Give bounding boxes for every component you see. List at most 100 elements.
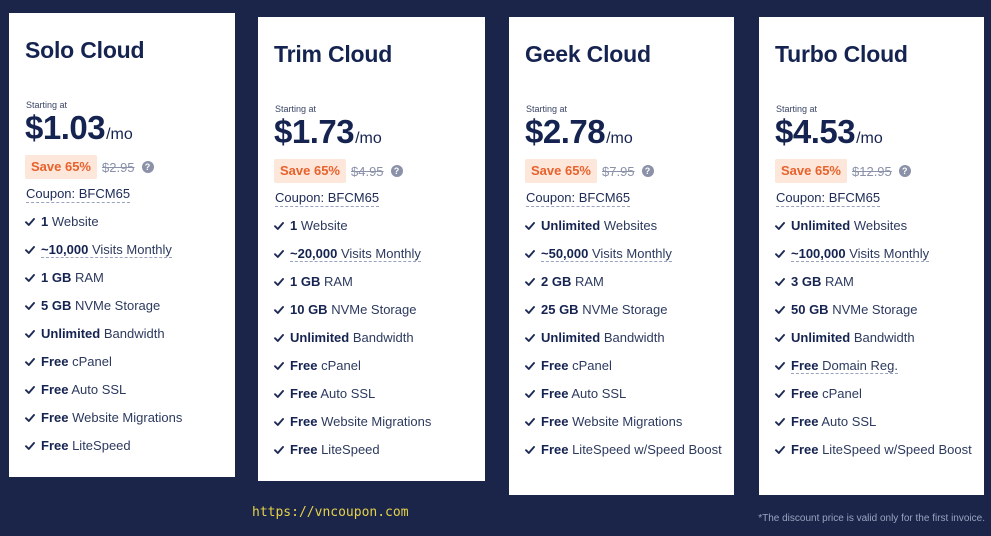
savings-row: Save 65% $2.95? bbox=[25, 155, 154, 179]
feature-text[interactable]: ~10,000 Visits Monthly bbox=[41, 242, 172, 258]
feature-text: Free LiteSpeed w/Speed Boost bbox=[541, 442, 722, 457]
feature-description: Visits Monthly bbox=[588, 246, 672, 261]
feature-highlight: Free bbox=[791, 386, 819, 401]
feature-highlight: ~100,000 bbox=[791, 246, 846, 261]
feature-text: 1 GB RAM bbox=[41, 270, 104, 285]
feature-description: cPanel bbox=[568, 358, 612, 373]
feature-description: Website bbox=[48, 214, 99, 229]
feature-text[interactable]: Free Domain Reg. bbox=[791, 358, 898, 374]
feature-description: Website bbox=[297, 218, 348, 233]
feature-item: 3 GB RAM bbox=[775, 274, 976, 302]
feature-description: RAM bbox=[320, 274, 353, 289]
feature-description: Websites bbox=[850, 218, 908, 233]
feature-text: Free Website Migrations bbox=[41, 410, 182, 425]
feature-highlight: Unlimited bbox=[290, 330, 350, 345]
feature-text: Free Auto SSL bbox=[290, 386, 375, 401]
feature-highlight: Unlimited bbox=[791, 218, 851, 233]
feature-highlight: 1 bbox=[41, 214, 49, 229]
feature-item: Free Website Migrations bbox=[274, 414, 477, 442]
feature-description: Auto SSL bbox=[568, 386, 627, 401]
feature-description: NVMe Storage bbox=[578, 302, 668, 317]
feature-text: 5 GB NVMe Storage bbox=[41, 298, 160, 313]
feature-text[interactable]: ~50,000 Visits Monthly bbox=[541, 246, 672, 262]
feature-description: cPanel bbox=[818, 386, 862, 401]
feature-text: Free cPanel bbox=[290, 358, 361, 373]
feature-item: Free cPanel bbox=[274, 358, 477, 386]
plan-price: $1.73/mo bbox=[274, 113, 382, 151]
feature-highlight: 5 GB bbox=[41, 298, 72, 313]
feature-highlight: Free bbox=[41, 382, 69, 397]
feature-text: 50 GB NVMe Storage bbox=[791, 302, 917, 317]
feature-highlight: Free bbox=[541, 442, 569, 457]
feature-text: Free Website Migrations bbox=[541, 414, 682, 429]
coupon-code[interactable]: Coupon: BFCM65 bbox=[526, 190, 631, 207]
feature-item: Free Domain Reg. bbox=[775, 358, 976, 386]
feature-description: Websites bbox=[600, 218, 658, 233]
save-badge: Save 65% bbox=[274, 159, 346, 183]
coupon-code[interactable]: Coupon: BFCM65 bbox=[776, 190, 881, 207]
savings-row: Save 65% $4.95? bbox=[274, 159, 403, 183]
feature-description: Bandwidth bbox=[850, 330, 915, 345]
question-circle-icon[interactable]: ? bbox=[641, 165, 654, 177]
feature-item: Free cPanel bbox=[25, 354, 227, 382]
feature-text[interactable]: ~20,000 Visits Monthly bbox=[290, 246, 421, 262]
question-circle-icon[interactable]: ? bbox=[141, 161, 154, 173]
old-price: $12.95 bbox=[852, 163, 892, 179]
feature-description: Bandwidth bbox=[600, 330, 665, 345]
feature-list: Unlimited Websites ~50,000 Visits Monthly… bbox=[525, 218, 726, 458]
feature-description: Auto SSL bbox=[818, 414, 877, 429]
feature-text: Free cPanel bbox=[541, 358, 612, 373]
feature-highlight: ~10,000 bbox=[41, 242, 89, 257]
old-price: $7.95 bbox=[602, 163, 635, 179]
feature-highlight: Free bbox=[290, 414, 318, 429]
feature-description: Domain Reg. bbox=[818, 358, 898, 373]
coupon-code[interactable]: Coupon: BFCM65 bbox=[26, 186, 131, 203]
feature-description: Website Migrations bbox=[568, 414, 683, 429]
feature-item: 1 GB RAM bbox=[274, 274, 477, 302]
question-circle-icon[interactable]: ? bbox=[898, 165, 911, 177]
plan-card-turbo-cloud: Turbo Cloud Starting at $4.53/mo Save 65% $1… bbox=[759, 17, 984, 495]
feature-highlight: ~50,000 bbox=[541, 246, 589, 261]
feature-item: ~10,000 Visits Monthly bbox=[25, 242, 227, 270]
plan-price: $2.78/mo bbox=[525, 113, 633, 151]
feature-text[interactable]: ~100,000 Visits Monthly bbox=[791, 246, 930, 262]
feature-description: Auto SSL bbox=[317, 386, 376, 401]
starting-at-label: Starting at bbox=[526, 104, 568, 114]
feature-item: Free cPanel bbox=[525, 358, 726, 386]
question-circle-icon[interactable]: ? bbox=[390, 165, 403, 177]
feature-description: NVMe Storage bbox=[327, 302, 417, 317]
feature-item: 25 GB NVMe Storage bbox=[525, 302, 726, 330]
feature-description: LiteSpeed w/Speed Boost bbox=[818, 442, 972, 457]
site-url[interactable]: https://vncoupon.com bbox=[252, 505, 409, 520]
old-price: $2.95 bbox=[102, 159, 135, 175]
feature-highlight: Free bbox=[290, 386, 318, 401]
feature-description: cPanel bbox=[317, 358, 361, 373]
feature-highlight: Unlimited bbox=[41, 326, 101, 341]
feature-item: 2 GB RAM bbox=[525, 274, 726, 302]
feature-highlight: ~20,000 bbox=[290, 246, 338, 261]
feature-text: Free cPanel bbox=[41, 354, 112, 369]
plan-name: Geek Cloud bbox=[525, 41, 651, 67]
feature-text: Unlimited Bandwidth bbox=[791, 330, 915, 345]
price-amount: $1.73 bbox=[274, 113, 355, 150]
feature-text: Unlimited Websites bbox=[541, 218, 657, 233]
coupon-code[interactable]: Coupon: BFCM65 bbox=[275, 190, 380, 207]
plan-name: Solo Cloud bbox=[25, 37, 145, 63]
feature-item: Unlimited Bandwidth bbox=[25, 326, 227, 354]
feature-highlight: Unlimited bbox=[791, 330, 851, 345]
feature-text: 3 GB RAM bbox=[791, 274, 854, 289]
savings-row: Save 65% $12.95? bbox=[775, 159, 911, 183]
plan-card-solo-cloud: Solo Cloud Starting at $1.03/mo Save 65% $2.… bbox=[9, 13, 235, 477]
feature-highlight: Free bbox=[541, 414, 569, 429]
feature-text: 2 GB RAM bbox=[541, 274, 604, 289]
feature-description: RAM bbox=[571, 274, 604, 289]
feature-highlight: Free bbox=[791, 414, 819, 429]
feature-item: Free Auto SSL bbox=[25, 382, 227, 410]
feature-description: Visits Monthly bbox=[337, 246, 421, 261]
feature-highlight: Unlimited bbox=[541, 330, 601, 345]
feature-item: Unlimited Websites bbox=[775, 218, 976, 246]
plan-name: Turbo Cloud bbox=[775, 41, 908, 67]
feature-highlight: 25 GB bbox=[541, 302, 579, 317]
feature-text: Unlimited Bandwidth bbox=[541, 330, 665, 345]
feature-description: LiteSpeed w/Speed Boost bbox=[568, 442, 722, 457]
